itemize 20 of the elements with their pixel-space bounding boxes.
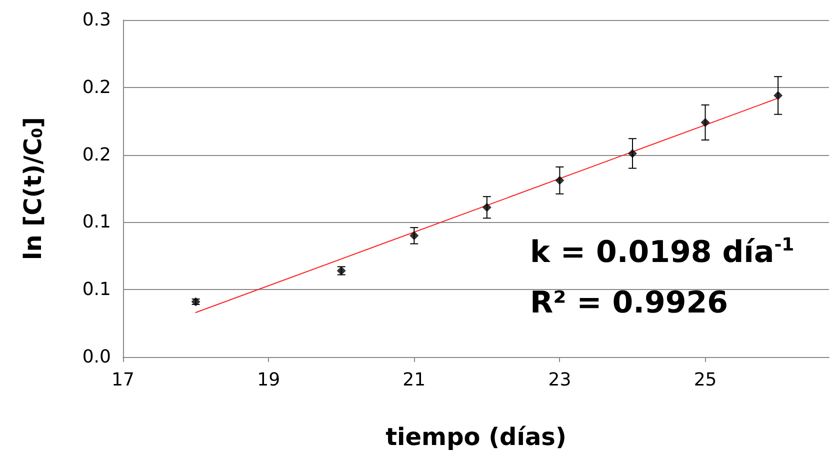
x-tick-label: 19: [257, 370, 280, 390]
point: [482, 202, 492, 212]
x-tick-label: 17: [112, 370, 134, 390]
y-tick-label: 0.2: [82, 144, 111, 166]
x-axis-title: tiempo (días): [386, 423, 566, 451]
point: [555, 176, 564, 185]
y-tick-label: 0.1: [82, 279, 111, 300]
point: [410, 231, 419, 240]
y-tick-label: 0.3: [82, 10, 111, 30]
y-axis-title: ln [C(t)/C0]: [19, 116, 47, 260]
annotation: R² = 0.9926: [530, 286, 728, 320]
x-tick-label: 25: [694, 370, 717, 390]
point: [628, 148, 637, 158]
y-tick-label: 0.1: [82, 212, 111, 233]
x-tick-label: 23: [548, 370, 572, 390]
y-tick-label: 0.0: [82, 346, 111, 368]
point: [774, 90, 783, 100]
y-tick-label: 0.2: [82, 76, 111, 98]
point: [700, 118, 710, 127]
x-tick-label: 21: [402, 370, 426, 390]
